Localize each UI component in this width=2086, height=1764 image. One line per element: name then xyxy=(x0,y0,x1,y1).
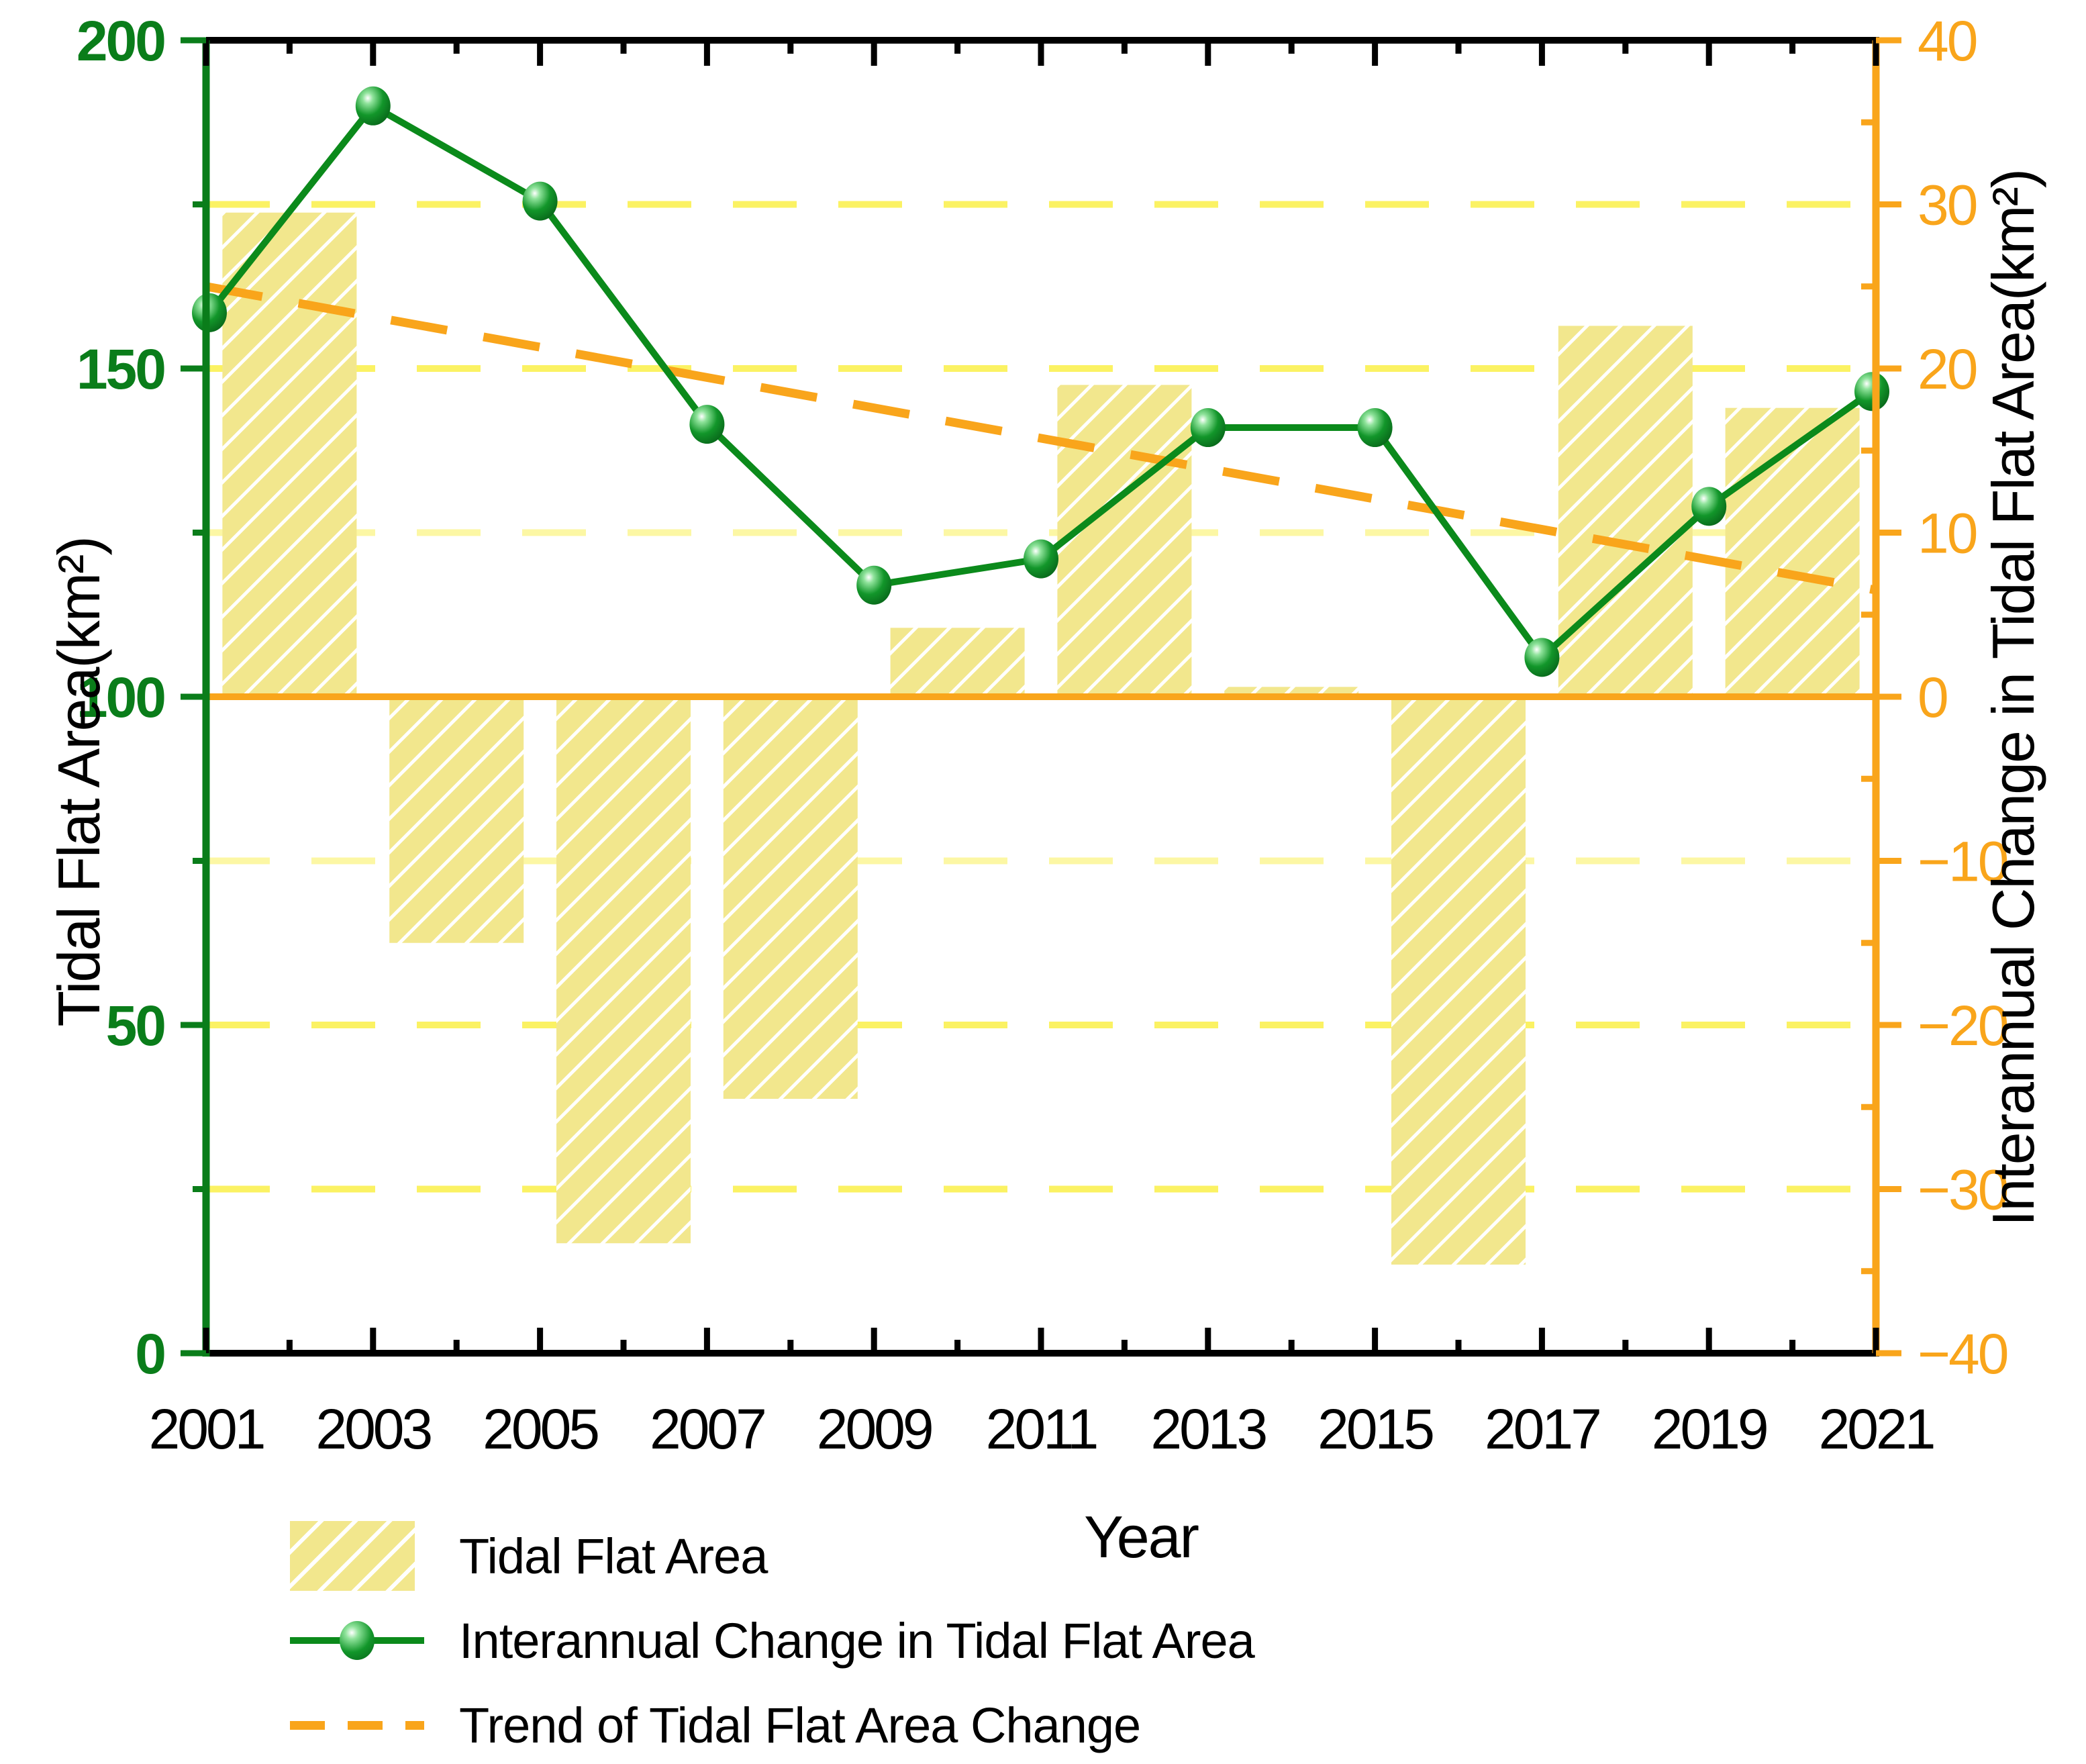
bar-2010 xyxy=(890,628,1025,697)
left-tick-label-150: 150 xyxy=(77,338,164,401)
legend-item-interannual-change: Interannual Change in Tidal Flat Area xyxy=(290,1603,1255,1678)
x-tick-label-2013: 2013 xyxy=(1150,1398,1266,1461)
right-tick-label--40: −40 xyxy=(1918,1322,2007,1385)
right-tick-label--10: −10 xyxy=(1918,830,2007,893)
right-tick-label-20: 20 xyxy=(1918,338,1977,401)
line-point-2003 xyxy=(355,86,391,126)
bar-2002 xyxy=(222,212,357,697)
bar-2016 xyxy=(1391,697,1526,1265)
line-point-2019 xyxy=(1691,487,1727,526)
line-point-2017 xyxy=(1524,638,1560,677)
right-tick-label-10: 10 xyxy=(1918,502,1977,565)
x-tick-label-2003: 2003 xyxy=(315,1398,431,1461)
green-sphere-icon xyxy=(340,1621,375,1660)
legend: Tidal Flat Area Interannual Change in Ti… xyxy=(290,1518,1255,1763)
legend-item-tidal-flat-area: Tidal Flat Area xyxy=(290,1518,1254,1594)
line-point-2013 xyxy=(1190,408,1226,448)
x-axis-title: Year xyxy=(1084,1504,1199,1570)
line-point-2011 xyxy=(1024,539,1058,579)
x-tick-label-2001: 2001 xyxy=(149,1398,264,1461)
right-tick-label--20: −20 xyxy=(1918,994,2007,1057)
x-tick-label-2009: 2009 xyxy=(817,1398,932,1461)
line-point-2009 xyxy=(856,565,892,605)
x-tick-label-2015: 2015 xyxy=(1318,1398,1433,1461)
left-tick-label-100: 100 xyxy=(77,666,164,729)
line-point-2021 xyxy=(1854,372,1889,411)
line-point-2015 xyxy=(1357,408,1393,448)
left-tick-label-200: 200 xyxy=(77,9,164,72)
bar-2006 xyxy=(556,697,691,1244)
right-tick-label-30: 30 xyxy=(1918,174,1977,237)
left-axis-title: Tidal Flat Area(km²) xyxy=(46,537,112,1027)
legend-label: Tidal Flat Area xyxy=(459,1528,768,1584)
bar-2004 xyxy=(389,697,524,943)
bar-2008 xyxy=(723,697,858,1099)
x-tick-label-2007: 2007 xyxy=(650,1398,764,1461)
x-tick-label-2011: 2011 xyxy=(986,1398,1097,1461)
trend-line xyxy=(205,282,1877,595)
line-point-2005 xyxy=(522,181,558,221)
x-tick-label-2019: 2019 xyxy=(1652,1398,1767,1461)
line-point-2007 xyxy=(689,405,725,444)
x-tick-label-2017: 2017 xyxy=(1485,1398,1599,1461)
orange-dashed-line-icon xyxy=(290,1720,424,1730)
legend-item-trend: Trend of Tidal Flat Area Change xyxy=(290,1687,1254,1763)
right-tick-label--30: −30 xyxy=(1918,1159,2007,1222)
x-tick-label-2005: 2005 xyxy=(483,1398,598,1461)
right-tick-label-0: 0 xyxy=(1918,666,1947,729)
legend-label: Interannual Change in Tidal Flat Area xyxy=(459,1612,1255,1669)
left-tick-label-50: 50 xyxy=(106,994,165,1057)
bar-2012 xyxy=(1057,385,1192,697)
right-axis-title: Interannual Change in Tidal Flat Area(km… xyxy=(1980,169,2046,1227)
left-tick-label-0: 0 xyxy=(135,1322,164,1385)
green-line-marker-icon xyxy=(290,1621,424,1660)
right-tick-label-40: 40 xyxy=(1918,9,1977,72)
x-tick-label-2021: 2021 xyxy=(1819,1398,1934,1461)
legend-label: Trend of Tidal Flat Area Change xyxy=(459,1697,1141,1753)
hatched-bar-swatch-icon xyxy=(290,1521,415,1591)
bar-2020 xyxy=(1725,407,1860,697)
bar-2018 xyxy=(1558,326,1693,697)
